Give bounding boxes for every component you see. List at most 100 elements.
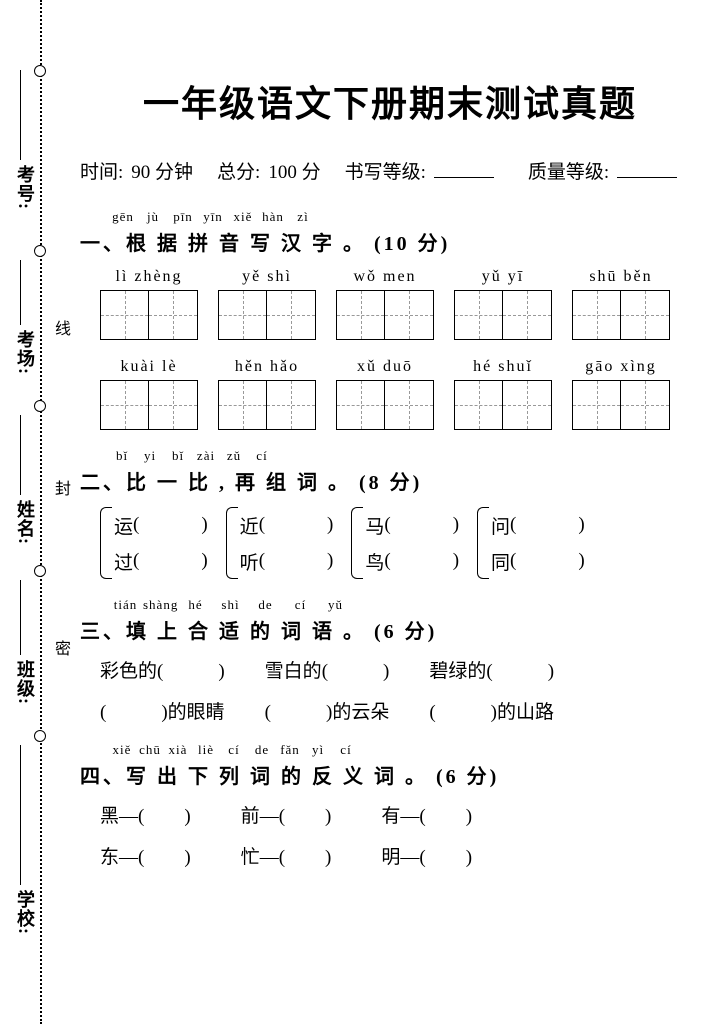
char: 黑 (100, 806, 119, 827)
char-write-box[interactable] (218, 290, 316, 340)
seal-char: 线 (48, 320, 72, 336)
antonym-item: 黑—() (100, 801, 191, 828)
pinyin-box-group: lì zhèng (100, 268, 198, 340)
seal-char: 密 (48, 640, 72, 656)
pinyin-syllable: cí (220, 742, 248, 758)
brace-icon (477, 507, 489, 579)
pinyin-syllable: fǎn (276, 742, 304, 758)
char-write-box[interactable] (100, 380, 198, 430)
char: 近 (240, 512, 259, 539)
char: 运 (114, 512, 133, 539)
compare-pair: 近()听() (226, 507, 334, 579)
pinyin-syllable: cí (283, 597, 318, 613)
pinyin-syllable: zì (288, 209, 318, 225)
q3-row2: ()的眼睛()的云朵()的山路 (80, 697, 700, 724)
writing-grade-blank[interactable] (434, 158, 494, 178)
char-write-box[interactable] (454, 290, 552, 340)
binding-label: 学校: (12, 890, 38, 935)
char: 前 (241, 806, 260, 827)
box-pinyin: gāo xìng (585, 358, 657, 376)
quality-grade-blank[interactable] (617, 158, 677, 178)
box-pinyin: yě shì (242, 268, 292, 286)
pair-item: 运() (114, 507, 208, 543)
binding-ring (34, 565, 46, 577)
pinyin-box-group: kuài lè (100, 358, 198, 430)
binding-ring (34, 730, 46, 742)
pinyin-syllable: xiě (108, 742, 136, 758)
compare-pair: 运()过() (100, 507, 208, 579)
binding-margin: 考号:考场:姓名:班级:学校:线封密 (0, 0, 55, 1024)
pinyin-syllable: cí (248, 448, 276, 464)
char: 过 (114, 548, 133, 575)
pair-item: 近() (240, 507, 334, 543)
brace-icon (226, 507, 238, 579)
q1-pinyin: gēnjùpīnyīnxiěhànzì (80, 209, 700, 225)
binding-fill-line[interactable] (20, 745, 21, 885)
q3-pinyin: tiánshànghéshìdecíyǔ (80, 597, 700, 613)
pinyin-syllable: de (248, 597, 283, 613)
fill-phrase: ()的云朵 (265, 697, 390, 724)
char: 同 (491, 548, 510, 575)
perforation-line (40, 0, 42, 1024)
pinyin-syllable: xiě (228, 209, 258, 225)
binding-fill-line[interactable] (20, 70, 21, 160)
pinyin-syllable: jù (138, 209, 168, 225)
q4-row2: 东—()忙—()明—() (80, 842, 700, 869)
char-write-box[interactable] (100, 290, 198, 340)
antonym-item: 前—() (241, 801, 332, 828)
pinyin-syllable: liè (192, 742, 220, 758)
pinyin-box-group: wǒ men (336, 268, 434, 340)
pinyin-box-group: xǔ duō (336, 358, 434, 430)
time-label: 时间: (80, 157, 123, 184)
char: 东 (100, 847, 119, 868)
quality-grade-label: 质量等级: (528, 157, 609, 184)
pinyin-syllable: hàn (258, 209, 288, 225)
char-write-box[interactable] (218, 380, 316, 430)
char-write-box[interactable] (572, 380, 670, 430)
brace-icon (351, 507, 363, 579)
fill-phrase: 彩色的() (100, 656, 225, 683)
box-pinyin: wǒ men (353, 268, 416, 286)
pinyin-syllable: zài (192, 448, 220, 464)
prefix: 彩色的 (100, 661, 157, 682)
pinyin-syllable: yi (136, 448, 164, 464)
char-write-box[interactable] (572, 290, 670, 340)
char-write-box[interactable] (454, 380, 552, 430)
q3-head: tiánshànghéshìdecíyǔ 三、填 上 合 适 的 词 语 。 (… (80, 597, 700, 644)
char: 问 (491, 512, 510, 539)
pinyin-syllable: gēn (108, 209, 138, 225)
pinyin-box-group: gāo xìng (572, 358, 670, 430)
writing-grade-label: 书写等级: (345, 157, 426, 184)
binding-ring (34, 65, 46, 77)
compare-pair: 马()鸟() (351, 507, 459, 579)
time-value: 90 分钟 (131, 157, 193, 184)
antonym-item: 明—() (381, 842, 472, 869)
q4-head: xiěchūxiàliècídefǎnyìcí 四、写 出 下 列 词 的 反 … (80, 742, 700, 789)
binding-fill-line[interactable] (20, 580, 21, 655)
pinyin-syllable: hé (178, 597, 213, 613)
exam-info: 时间:90 分钟 总分:100 分 书写等级: 质量等级: (80, 157, 700, 184)
char: 明 (381, 847, 400, 868)
binding-fill-line[interactable] (20, 415, 21, 495)
pinyin-syllable: yīn (198, 209, 228, 225)
pinyin-syllable: xià (164, 742, 192, 758)
fill-phrase: 碧绿的() (429, 656, 554, 683)
q2-head: bǐyibǐzàizǔcí 二、比 一 比 , 再 组 词 。 (8 分) (80, 448, 700, 495)
box-pinyin: kuài lè (120, 358, 177, 376)
char-write-box[interactable] (336, 290, 434, 340)
q4-row1: 黑—()前—()有—() (80, 801, 700, 828)
binding-ring (34, 400, 46, 412)
box-pinyin: hěn hǎo (235, 358, 299, 376)
binding-fill-line[interactable] (20, 260, 21, 325)
total-value: 100 分 (268, 157, 320, 184)
pinyin-syllable: zǔ (220, 448, 248, 464)
pair-item: 问() (491, 507, 585, 543)
suffix: 的眼睛 (168, 702, 225, 723)
pair-item: 马() (365, 507, 459, 543)
prefix: 雪白的 (265, 661, 322, 682)
pinyin-syllable: yǔ (318, 597, 353, 613)
box-pinyin: lì zhèng (115, 268, 182, 286)
q1-head: gēnjùpīnyīnxiěhànzì 一、根 据 拼 音 写 汉 字 。 (1… (80, 209, 700, 256)
char-write-box[interactable] (336, 380, 434, 430)
box-pinyin: hé shuǐ (473, 358, 533, 376)
